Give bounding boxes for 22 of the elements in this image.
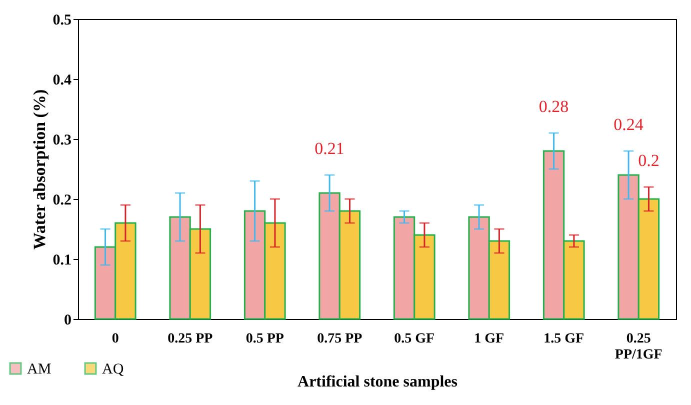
- x-axis-title: Artificial stone samples: [298, 374, 458, 390]
- y-tick-label: 0.4: [52, 72, 72, 88]
- data-label: 0.2: [638, 151, 660, 170]
- x-tick-label: 0.75 PP: [317, 332, 363, 346]
- data-label: 0.21: [314, 139, 344, 158]
- y-tick-label: 0.3: [52, 132, 72, 148]
- x-tick-label: 0: [112, 332, 119, 346]
- y-axis-title: Water absorption (%): [30, 89, 49, 250]
- y-tick-label: 0: [64, 312, 72, 328]
- legend-label: AQ: [102, 362, 124, 378]
- x-tick-label: 0.25 PP: [168, 332, 214, 346]
- x-tick-label: 0.5 GF: [394, 332, 435, 346]
- x-tick-label: 1 GF: [474, 332, 504, 346]
- y-tick-label: 0.1: [52, 252, 72, 268]
- x-tick-label: 0.5 PP: [246, 332, 284, 346]
- legend-label: AM: [27, 362, 52, 378]
- data-label: 0.28: [538, 97, 569, 116]
- data-label: 0.24: [614, 115, 644, 134]
- x-tick-label: 0.25 PP/1GF: [614, 332, 662, 362]
- y-tick-label: 0.5: [52, 12, 72, 28]
- x-tick-label: 1.5 GF: [544, 332, 584, 346]
- y-tick-label: 0.2: [52, 192, 72, 208]
